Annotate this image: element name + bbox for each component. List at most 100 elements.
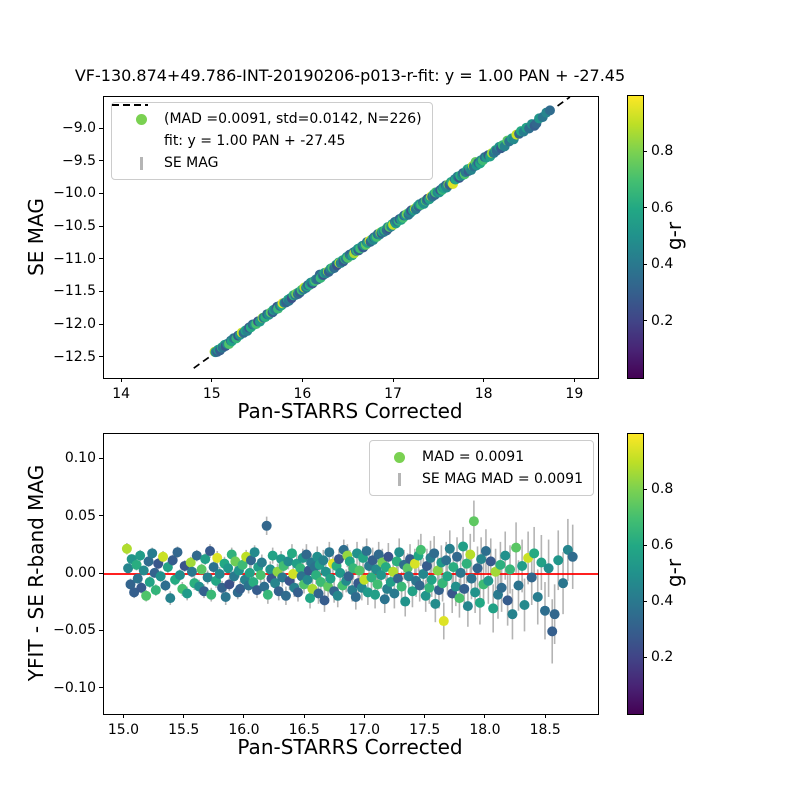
colorbar-tick-mark: [643, 656, 647, 658]
data-point: [270, 578, 281, 589]
data-point: [544, 105, 555, 116]
data-point: [459, 583, 470, 594]
colorbar-tick-label: 0.6: [651, 199, 674, 216]
data-point: [267, 550, 278, 561]
colorbar-tick-mark: [643, 320, 647, 322]
y-tick-mark: [99, 572, 103, 574]
legend-row: SE MAG: [118, 152, 422, 174]
data-point: [513, 580, 524, 591]
data-point: [409, 558, 420, 569]
y-tick-mark: [99, 687, 103, 689]
legend-label: (MAD =0.0091, std=0.0142, N=226): [164, 111, 422, 127]
data-point: [245, 555, 256, 566]
data-point: [121, 543, 132, 554]
legend-dot-icon: [118, 113, 164, 125]
data-point: [248, 577, 259, 588]
data-point: [454, 593, 465, 604]
y-tick-mark: [99, 515, 103, 517]
data-point: [288, 569, 299, 579]
y-tick-mark: [99, 160, 103, 162]
legend-label: SE MAG: [164, 155, 219, 171]
data-point: [158, 551, 169, 562]
data-point: [505, 564, 516, 575]
data-point: [558, 578, 569, 589]
colorbar-tick-label: 0.8: [651, 481, 674, 497]
data-point: [202, 572, 213, 583]
data-point: [495, 559, 506, 570]
data-point: [458, 541, 469, 552]
data-point: [343, 571, 354, 582]
x-tick-label: 15.0: [107, 722, 140, 738]
colorbar-tick-label: 0.8: [651, 143, 674, 160]
bottom-colorbar-gradient: [628, 434, 643, 714]
top-colorbar: [627, 95, 644, 379]
data-point: [392, 573, 403, 584]
x-tick-label: 16: [293, 386, 312, 402]
legend-label: fit: y = 1.00 PAN + -27.45: [164, 133, 346, 149]
data-point: [415, 544, 426, 555]
colorbar-tick-mark: [643, 600, 647, 602]
x-tick-mark: [573, 378, 575, 382]
x-tick-label: 17.0: [348, 722, 381, 738]
data-point: [280, 590, 291, 601]
data-point: [131, 559, 142, 570]
data-point: [220, 591, 231, 602]
y-tick-mark: [99, 192, 103, 194]
y-tick-mark: [99, 356, 103, 358]
data-point: [191, 550, 202, 561]
top-xlabel: Pan-STARRS Corrected: [237, 399, 463, 423]
data-point: [205, 546, 216, 557]
data-point: [396, 581, 407, 592]
legend-error-bar-icon: [118, 156, 164, 170]
y-tick-label: −10.5: [53, 218, 96, 235]
x-tick-mark: [243, 714, 245, 718]
data-point: [543, 563, 554, 574]
x-tick-label: 14: [112, 386, 131, 402]
legend-error-bar-icon: [376, 472, 422, 486]
data-point: [165, 593, 176, 604]
y-tick-label: −12.5: [53, 348, 96, 365]
bottom-colorbar: [627, 433, 644, 715]
data-point: [536, 557, 547, 568]
data-point: [426, 574, 437, 585]
x-tick-mark: [392, 378, 394, 382]
x-tick-mark: [301, 378, 303, 382]
data-point: [167, 555, 178, 566]
data-point: [421, 560, 432, 571]
data-point: [286, 548, 297, 559]
y-tick-mark: [99, 127, 103, 129]
x-tick-label: 17: [384, 386, 402, 402]
y-tick-label: −0.05: [53, 622, 96, 639]
data-point: [318, 555, 329, 566]
data-point: [485, 556, 496, 567]
data-point: [123, 563, 134, 574]
data-point: [143, 556, 154, 567]
data-point: [462, 601, 473, 612]
x-tick-label: 18.0: [469, 722, 501, 738]
data-point: [488, 603, 499, 614]
data-point: [150, 585, 161, 596]
data-point: [135, 550, 146, 561]
x-tick-mark: [363, 714, 365, 718]
data-point: [373, 549, 384, 560]
colorbar-tick-label: 0.6: [651, 537, 674, 553]
x-tick-mark: [544, 714, 546, 718]
legend-label: SE MAG MAD = 0.0091: [422, 471, 583, 487]
data-point: [567, 551, 578, 562]
data-point: [468, 516, 479, 527]
data-point: [539, 605, 550, 616]
data-point: [366, 572, 377, 583]
data-point: [141, 590, 152, 601]
data-point: [325, 573, 336, 584]
data-point: [455, 567, 466, 578]
top-plot-axes: (MAD =0.0091, std=0.0142, N=226) fit: y =…: [103, 96, 599, 379]
colorbar-tick-label: 0.2: [651, 649, 674, 665]
colorbar-tick-label: 0.2: [651, 312, 674, 329]
top-colorbar-label: g-r: [662, 221, 686, 251]
data-point: [324, 547, 335, 558]
data-point: [441, 555, 452, 566]
data-point: [292, 587, 303, 598]
data-point: [262, 589, 273, 600]
data-point: [549, 609, 560, 620]
legend-row: fit: y = 1.00 PAN + -27.45: [112, 104, 422, 152]
